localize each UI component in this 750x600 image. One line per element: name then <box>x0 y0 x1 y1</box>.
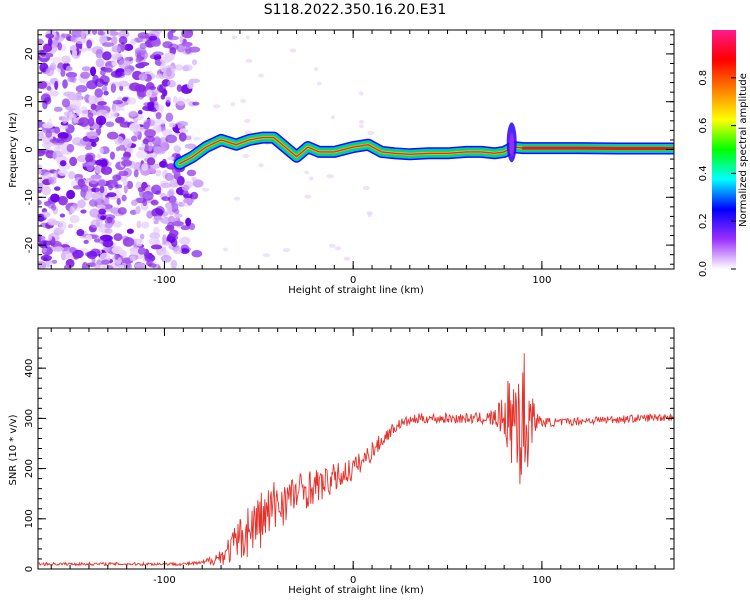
snr-x-tick-label: 100 <box>532 575 551 586</box>
spectrogram-y-tick-label: 10 <box>24 95 35 108</box>
snr-y-label: SNR (10 * v/v) <box>8 414 19 485</box>
ridge-layer-2 <box>176 134 674 168</box>
snr-y-tick-label: 400 <box>24 359 35 378</box>
snr-x-label: Height of straight line (km) <box>288 585 424 596</box>
spectrogram-y-tick-label: 20 <box>24 48 35 61</box>
colorbar-tick-label: 0.0 <box>698 261 709 277</box>
colorbar-label: Normalized spectral amplitude <box>738 73 749 227</box>
colorbar-gradient <box>712 30 736 269</box>
spectrogram-y-tick-label: -10 <box>24 189 35 205</box>
snr-panel: -100 0 100 0 100 200 300 400 Height of straight… <box>8 327 675 596</box>
figure-title: S118.2022.350.16.20.E31 <box>264 2 447 18</box>
colorbar-tick-label: 0.4 <box>698 165 709 181</box>
snr-y-tick-label: 0 <box>24 566 35 572</box>
spectrogram-x-tick-label: 100 <box>532 275 551 286</box>
colorbar-ticks: 0.0 0.2 0.4 0.6 0.8 <box>698 70 736 277</box>
snr-y-tick-label: 100 <box>24 509 35 528</box>
spectrogram-plot-area <box>38 30 674 269</box>
snr-frame <box>37 327 675 570</box>
colorbar-tick-label: 0.8 <box>698 70 709 86</box>
snr-plot-area <box>38 353 674 567</box>
colorbar-tick-label: 0.6 <box>698 118 709 134</box>
ridge-spike-core <box>509 132 515 157</box>
colorbar-tick-label: 0.2 <box>698 213 709 229</box>
spectrogram-x-tick-label: -100 <box>153 275 176 286</box>
snr-x-tick-label: -100 <box>153 575 176 586</box>
snr-series-line <box>38 353 674 567</box>
snr-x-tick-label: 0 <box>350 575 356 586</box>
spectrogram-y-label: Frequency (Hz) <box>8 112 19 188</box>
spectrogram-noise <box>38 30 375 269</box>
spectrogram-ridge <box>173 131 674 170</box>
colorbar: 0.0 0.2 0.4 0.6 0.8 Normalized spectral ampl… <box>698 30 749 277</box>
spectrogram-y-tick-label: -20 <box>24 237 35 253</box>
snr-y-tick-label: 300 <box>24 409 35 428</box>
snr-ticks: -100 0 100 0 100 200 300 400 <box>24 328 675 586</box>
snr-y-tick-label: 200 <box>24 459 35 478</box>
spectrogram-y-tick-label: 0 <box>24 146 35 152</box>
spectrogram-x-label: Height of straight line (km) <box>288 285 424 296</box>
spectrogram-x-tick-label: 0 <box>350 275 356 286</box>
